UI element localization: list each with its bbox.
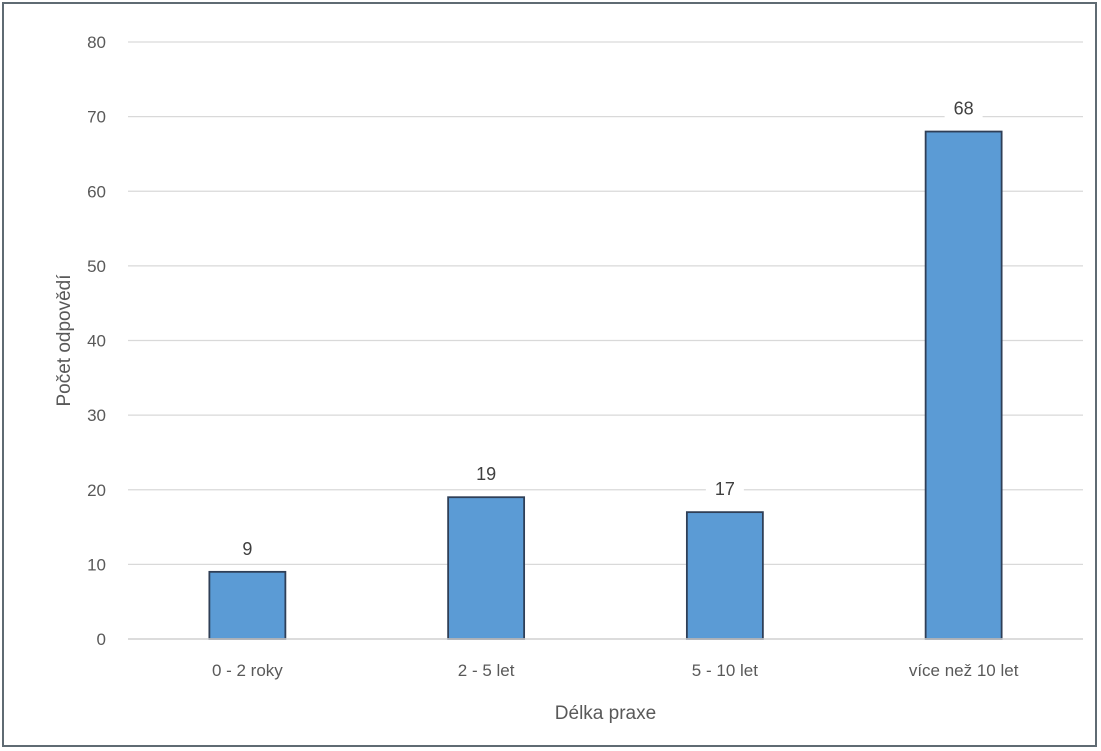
y-tick-label: 50 bbox=[87, 257, 106, 276]
data-labels: 9 19 17 68 bbox=[233, 95, 983, 560]
y-tick-label: 70 bbox=[87, 108, 106, 127]
data-label: 17 bbox=[715, 479, 735, 499]
data-label-background bbox=[705, 476, 744, 501]
y-axis-ticks: 0 10 20 30 40 50 60 70 80 bbox=[87, 33, 106, 649]
bar bbox=[685, 511, 764, 640]
data-label: 9 bbox=[242, 539, 252, 559]
y-tick-label: 30 bbox=[87, 406, 106, 425]
data-label-background bbox=[233, 535, 261, 560]
data-label-background bbox=[944, 95, 983, 120]
y-tick-label: 80 bbox=[87, 33, 106, 52]
y-tick-label: 60 bbox=[87, 182, 106, 201]
data-label: 19 bbox=[476, 464, 496, 484]
gridlines bbox=[128, 41, 1083, 565]
x-tick-label: 5 - 10 let bbox=[692, 661, 758, 680]
x-tick-label: 0 - 2 roky bbox=[212, 661, 283, 680]
y-axis-title: Počet odpovědí bbox=[54, 274, 75, 407]
y-tick-label: 0 bbox=[97, 630, 106, 649]
y-tick-label: 20 bbox=[87, 481, 106, 500]
x-axis-title: Délka praxe bbox=[555, 703, 656, 724]
bar bbox=[447, 496, 526, 640]
y-tick-label: 40 bbox=[87, 332, 106, 351]
x-axis-ticks: 0 - 2 roky 2 - 5 let 5 - 10 let více než 10… bbox=[212, 661, 1019, 680]
data-label-background bbox=[467, 461, 506, 486]
bar bbox=[924, 130, 1003, 640]
data-label: 68 bbox=[954, 99, 974, 119]
bars bbox=[208, 130, 1003, 640]
x-tick-label: 2 - 5 let bbox=[458, 661, 515, 680]
y-tick-label: 10 bbox=[87, 555, 106, 574]
x-tick-label: více než 10 let bbox=[909, 661, 1019, 680]
bar bbox=[208, 570, 287, 640]
